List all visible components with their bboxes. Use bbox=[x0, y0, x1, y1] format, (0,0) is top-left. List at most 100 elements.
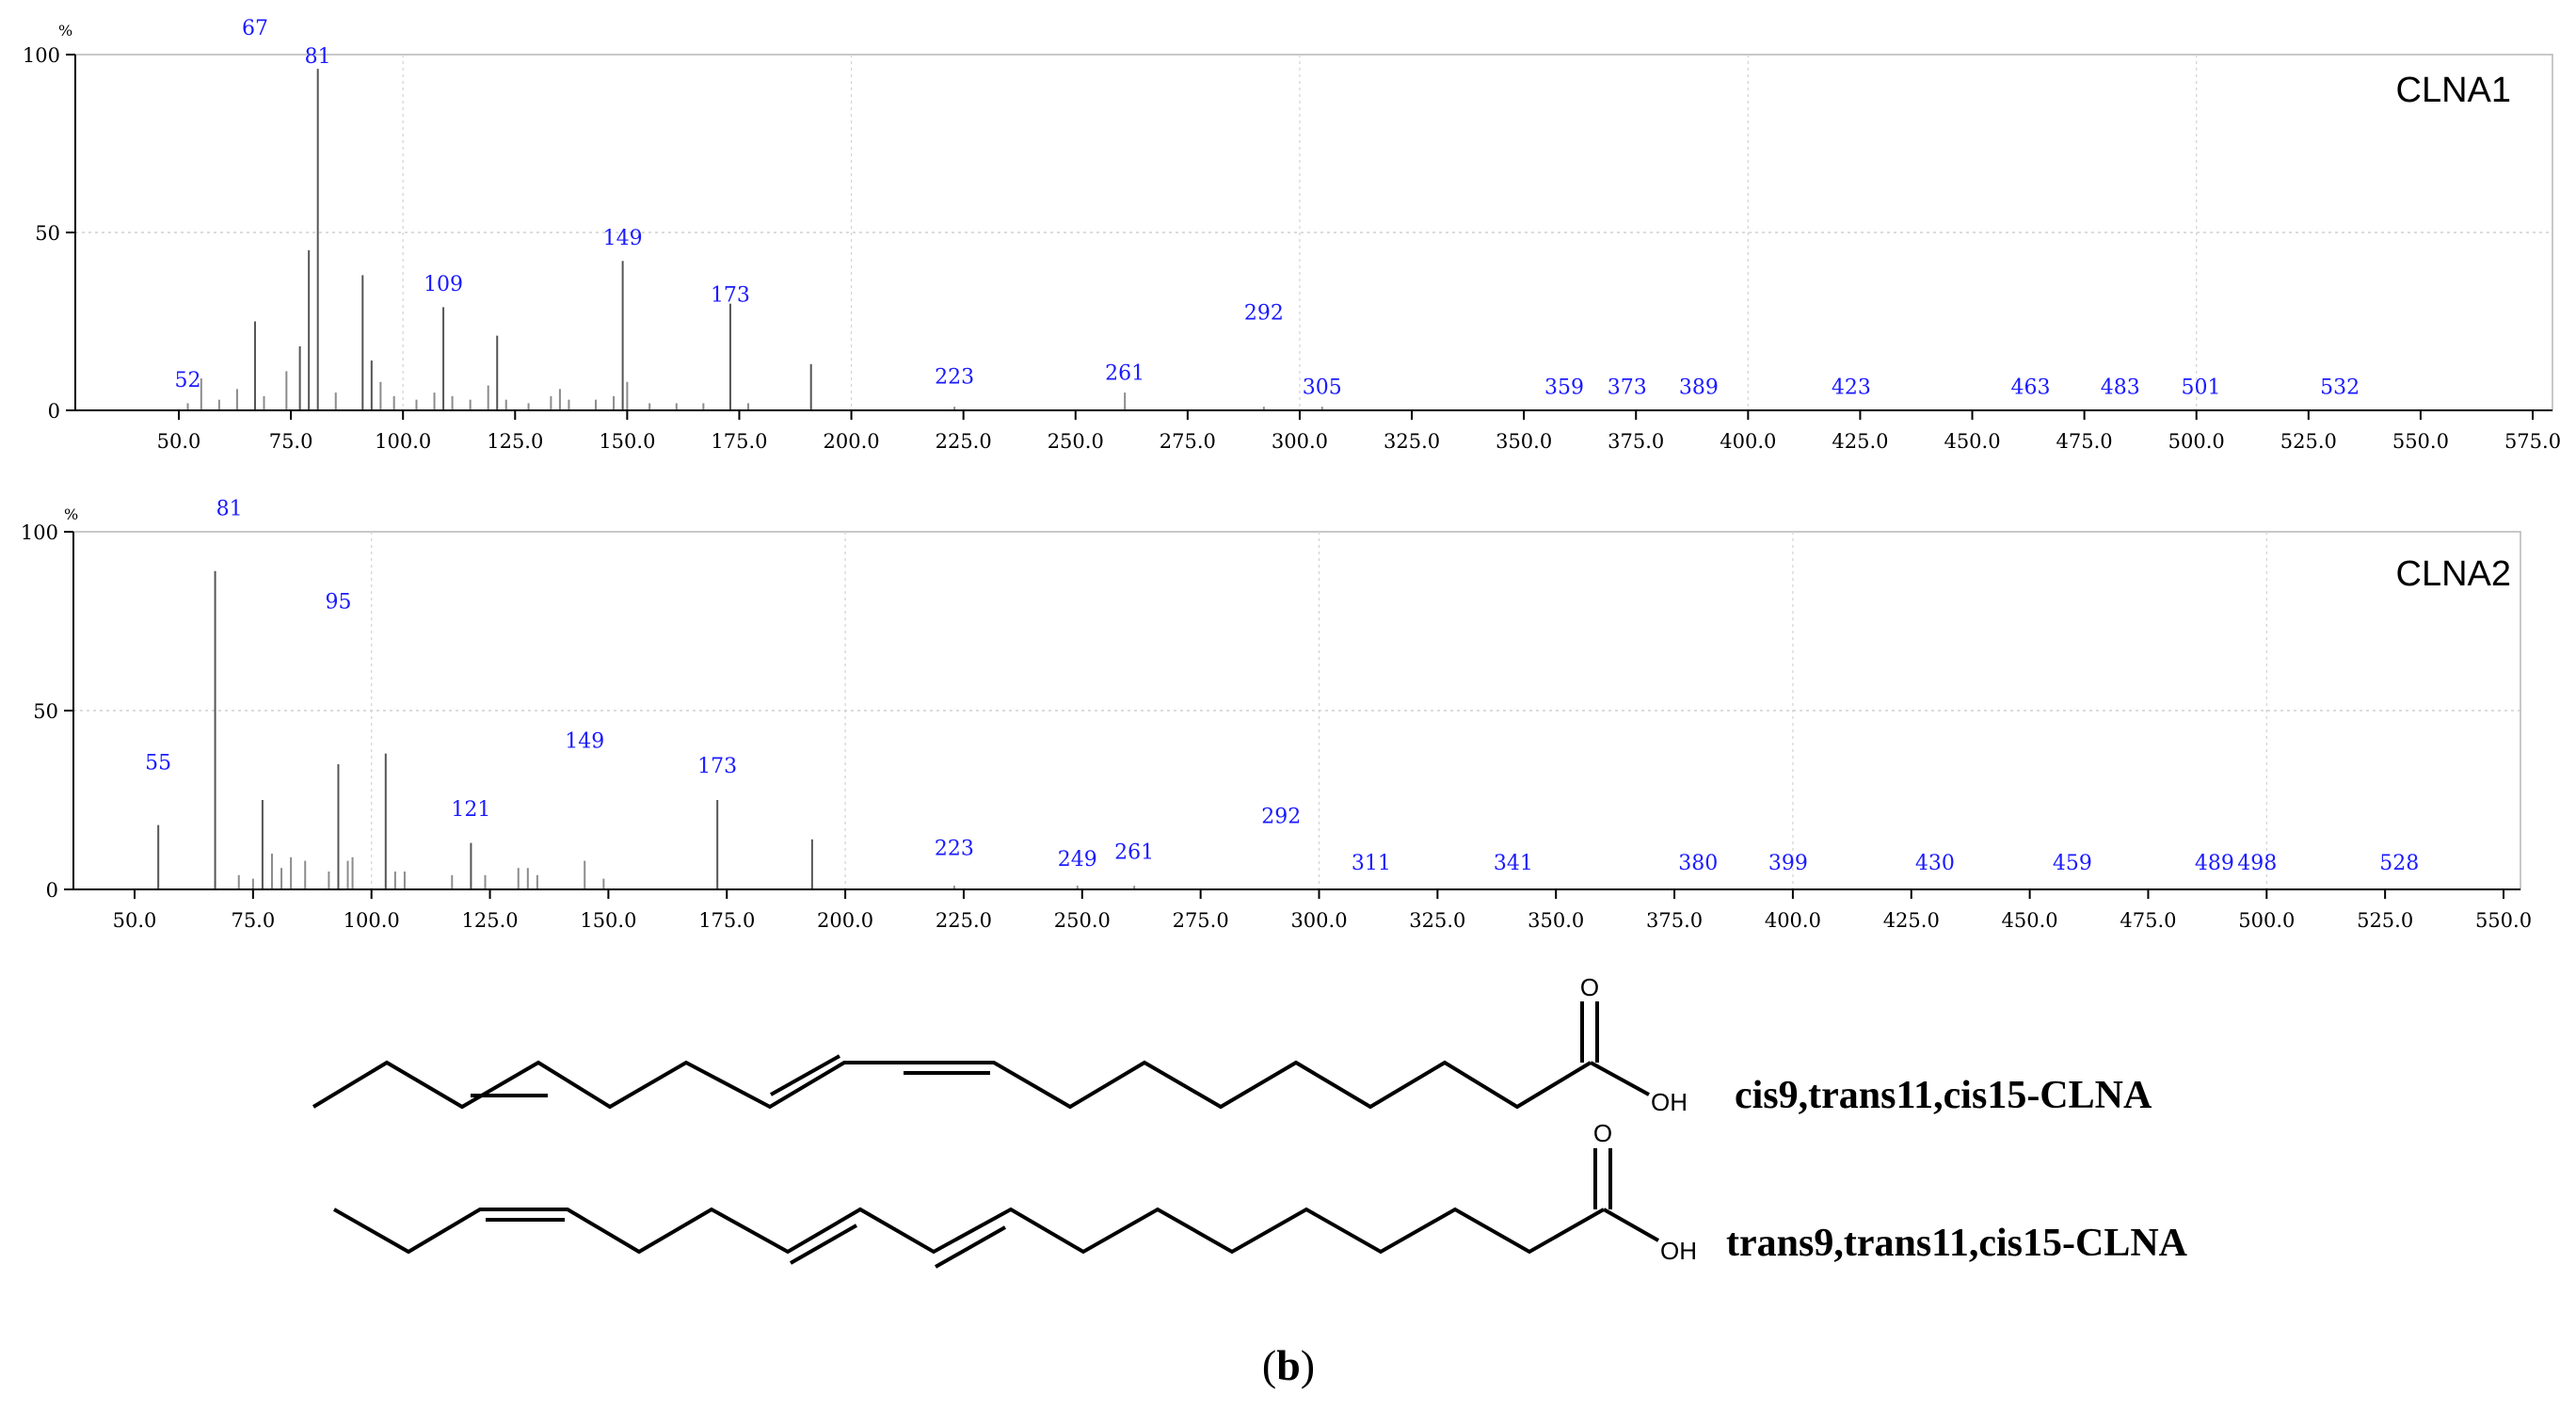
chart-title: CLNA2 bbox=[2396, 554, 2512, 594]
peak-label: 109 bbox=[424, 273, 463, 296]
double-bond-line bbox=[935, 1225, 1006, 1269]
peak-label: 373 bbox=[1608, 376, 1647, 400]
y-tick-label: 100 bbox=[21, 521, 58, 544]
x-tick-label: 100.0 bbox=[375, 430, 431, 453]
peak-label: 261 bbox=[1114, 840, 1154, 864]
y-tick-label: 100 bbox=[23, 44, 60, 67]
mass-spectrum-clna2: 50.0 75.0 100.0 125.0 150.0 175.0 200.0 225.0 25… bbox=[21, 498, 2532, 932]
x-tick-label: 50.0 bbox=[157, 430, 201, 453]
peak-label: 52 bbox=[175, 369, 201, 392]
x-ticks: 50.0 75.0 100.0 125.0 150.0 175.0 200.0 225.0 25… bbox=[157, 410, 2561, 453]
peak-label: 359 bbox=[1544, 376, 1584, 400]
x-ticks: 50.0 75.0 100.0 125.0 150.0 175.0 200.0 225.0 25… bbox=[113, 889, 2532, 932]
structure-trans9-trans11-cis15: O OH trans9,trans11,cis15-CLNA bbox=[333, 1119, 2188, 1269]
x-tick-label: 175.0 bbox=[698, 909, 755, 932]
peak-label: 341 bbox=[1494, 852, 1533, 875]
peak-label: 430 bbox=[1915, 852, 1955, 875]
peak-label: 81 bbox=[305, 45, 331, 69]
peak-label: 95 bbox=[325, 590, 351, 614]
hydroxyl-label: OH bbox=[1651, 1088, 1688, 1116]
x-tick-label: 550.0 bbox=[2475, 909, 2532, 932]
peak-label: 501 bbox=[2181, 376, 2220, 400]
x-tick-label: 375.0 bbox=[1646, 909, 1703, 932]
peak-labels: 52 67 81 109 149 173 223 261 292 305 359 373 389 423 4… bbox=[175, 17, 2360, 400]
x-tick-label: 75.0 bbox=[231, 909, 275, 932]
y-tick-label: 50 bbox=[33, 700, 58, 723]
peak-label: 173 bbox=[697, 755, 737, 778]
grid bbox=[75, 55, 2552, 410]
y-tick-label: 50 bbox=[35, 222, 60, 245]
x-tick-label: 375.0 bbox=[1608, 430, 1664, 453]
peak-bars bbox=[186, 69, 1323, 410]
x-tick-label: 150.0 bbox=[599, 430, 655, 453]
x-tick-label: 425.0 bbox=[1832, 430, 1888, 453]
peak-label: 389 bbox=[1679, 376, 1719, 400]
peak-label: 483 bbox=[2101, 376, 2140, 400]
x-tick-label: 450.0 bbox=[2002, 909, 2058, 932]
x-tick-label: 150.0 bbox=[580, 909, 636, 932]
peak-label: 305 bbox=[1303, 376, 1342, 400]
x-tick-label: 50.0 bbox=[113, 909, 157, 932]
peak-label: 463 bbox=[2010, 376, 2050, 400]
x-tick-label: 250.0 bbox=[1048, 430, 1104, 453]
x-tick-label: 75.0 bbox=[269, 430, 313, 453]
x-tick-label: 250.0 bbox=[1054, 909, 1111, 932]
peak-label: 292 bbox=[1244, 301, 1284, 325]
caption-letter: b bbox=[1276, 1341, 1301, 1389]
x-tick-label: 200.0 bbox=[824, 430, 880, 453]
peak-label: 380 bbox=[1678, 852, 1718, 875]
peak-label: 223 bbox=[935, 365, 974, 389]
x-tick-label: 100.0 bbox=[344, 909, 400, 932]
x-tick-label: 125.0 bbox=[461, 909, 518, 932]
peak-labels: 55 81 95 121 149 173 223 249 261 292 311 341 380 399 4… bbox=[145, 498, 2419, 875]
oxygen-atom-label: O bbox=[1580, 973, 1599, 1001]
x-tick-label: 225.0 bbox=[936, 430, 992, 453]
x-tick-label: 425.0 bbox=[1883, 909, 1940, 932]
x-tick-label: 450.0 bbox=[1944, 430, 2000, 453]
peak-label: 528 bbox=[2379, 852, 2419, 875]
x-tick-label: 275.0 bbox=[1173, 909, 1229, 932]
x-tick-label: 525.0 bbox=[2357, 909, 2413, 932]
peak-label: 81 bbox=[216, 498, 243, 521]
x-tick-label: 475.0 bbox=[2120, 909, 2176, 932]
compound-name: trans9,trans11,cis15-CLNA bbox=[1726, 1222, 2188, 1265]
peak-label: 173 bbox=[711, 283, 750, 307]
y-unit-label: % bbox=[58, 22, 72, 40]
x-tick-label: 400.0 bbox=[1720, 430, 1776, 453]
x-tick-label: 325.0 bbox=[1384, 430, 1440, 453]
y-ticks: 0 50 100 bbox=[21, 521, 73, 902]
caption-close-paren: ) bbox=[1301, 1341, 1315, 1389]
caption-open-paren: ( bbox=[1262, 1341, 1276, 1389]
peak-label: 149 bbox=[603, 227, 643, 250]
double-bond-line bbox=[770, 1054, 840, 1096]
x-tick-label: 125.0 bbox=[487, 430, 543, 453]
x-tick-label: 300.0 bbox=[1290, 909, 1347, 932]
hydroxyl-bond bbox=[1603, 1208, 1659, 1242]
x-tick-label: 500.0 bbox=[2168, 430, 2225, 453]
structure-cis9-trans11-cis15: O OH cis9,trans11,cis15-CLNA bbox=[312, 973, 2152, 1117]
peak-label: 55 bbox=[145, 751, 171, 775]
peak-label: 489 bbox=[2195, 852, 2234, 875]
y-tick-label: 0 bbox=[46, 879, 58, 902]
carbon-chain bbox=[312, 1060, 1592, 1110]
peak-label: 261 bbox=[1105, 362, 1144, 386]
peak-label: 423 bbox=[1832, 376, 1871, 400]
peak-label: 532 bbox=[2320, 376, 2360, 400]
x-tick-label: 575.0 bbox=[2504, 430, 2561, 453]
x-tick-label: 350.0 bbox=[1528, 909, 1584, 932]
peak-label: 249 bbox=[1058, 848, 1097, 872]
double-bond-line bbox=[790, 1224, 857, 1265]
y-unit-label: % bbox=[64, 505, 78, 523]
x-tick-label: 300.0 bbox=[1272, 430, 1328, 453]
y-ticks: 0 50 100 bbox=[23, 44, 75, 423]
oxygen-atom-label: O bbox=[1593, 1119, 1612, 1147]
x-tick-label: 350.0 bbox=[1496, 430, 1552, 453]
x-tick-label: 200.0 bbox=[817, 909, 873, 932]
x-tick-label: 325.0 bbox=[1409, 909, 1465, 932]
hydroxyl-bond bbox=[1590, 1061, 1650, 1096]
mass-spectrum-clna1: 50.0 75.0 100.0 125.0 150.0 175.0 200.0 225.0 25… bbox=[23, 17, 2561, 453]
peak-label: 311 bbox=[1352, 852, 1391, 875]
peak-bars bbox=[157, 570, 1136, 889]
x-tick-label: 500.0 bbox=[2238, 909, 2295, 932]
